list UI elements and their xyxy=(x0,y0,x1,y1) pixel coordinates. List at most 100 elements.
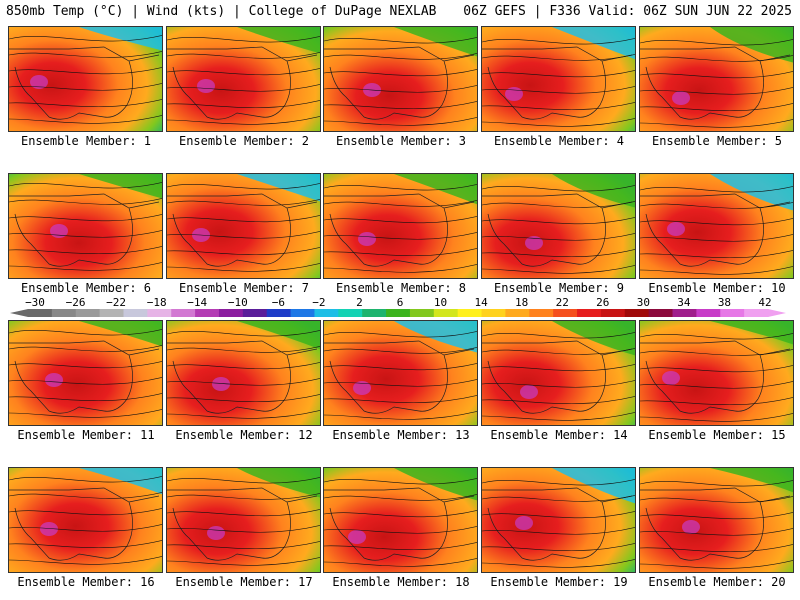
height-contour xyxy=(167,116,320,125)
colorbar-swatch xyxy=(481,309,506,317)
height-contour xyxy=(167,263,320,272)
colorbar-tick-label: −6 xyxy=(271,296,285,309)
height-contour xyxy=(482,102,635,111)
height-contour xyxy=(9,35,162,42)
height-contour xyxy=(482,86,635,94)
height-contour xyxy=(9,476,162,483)
coastline-borders xyxy=(9,193,160,267)
ensemble-map-panel xyxy=(639,26,794,132)
temperature-colorbar xyxy=(10,309,786,317)
coastline-borders xyxy=(167,487,318,561)
colorbar-swatch xyxy=(314,309,339,317)
coastline-borders xyxy=(167,340,318,414)
height-contour xyxy=(167,493,320,500)
map-title: 850mb Temp (°C) | Wind (kts) | College o… xyxy=(6,4,437,19)
height-contour xyxy=(640,496,793,503)
colorbar-swatch xyxy=(28,309,53,317)
height-contour xyxy=(9,409,162,418)
height-contour xyxy=(324,347,477,354)
hot-core-region xyxy=(353,381,371,395)
colorbar-swatch xyxy=(123,309,148,317)
ensemble-member-label: Ensemble Member: 16 xyxy=(17,575,155,589)
ensemble-member-label: Ensemble Member: 12 xyxy=(175,428,313,442)
cool-air-region xyxy=(552,27,635,60)
height-contour xyxy=(640,480,793,487)
ensemble-map-panel xyxy=(8,173,163,279)
hot-core-region xyxy=(682,520,700,534)
colorbar-swatch xyxy=(600,309,626,317)
colorbar-swatch xyxy=(696,309,721,317)
cool-air-region xyxy=(394,468,477,501)
height-contour xyxy=(640,381,793,389)
height-contour xyxy=(640,103,793,112)
cool-air-region xyxy=(552,321,635,356)
ensemble-member-label: Ensemble Member: 1 xyxy=(20,134,152,148)
height-contour xyxy=(324,363,477,371)
height-contour xyxy=(167,394,320,403)
colorbar-swatch xyxy=(51,309,77,317)
height-contour xyxy=(9,262,162,271)
height-contour xyxy=(167,100,320,109)
coastline-borders xyxy=(640,487,791,561)
colorbar-low-arrow xyxy=(10,309,28,317)
ensemble-member-label: Ensemble Member: 20 xyxy=(648,575,786,589)
height-contour xyxy=(9,99,162,108)
colorbar-tick-label: 2 xyxy=(356,296,363,309)
coastline-borders xyxy=(167,46,318,120)
colorbar-swatch xyxy=(338,309,363,317)
colorbar-swatch xyxy=(553,309,578,317)
height-contour xyxy=(640,202,793,209)
height-contour xyxy=(167,525,320,533)
height-contour xyxy=(640,528,793,536)
height-contour xyxy=(640,333,793,340)
height-contour xyxy=(9,361,162,369)
colorbar-swatch xyxy=(529,309,554,317)
height-contour xyxy=(324,558,477,567)
height-contour xyxy=(482,118,635,127)
hot-core-region xyxy=(358,232,376,246)
height-contour xyxy=(9,67,162,75)
height-contour xyxy=(640,186,793,193)
ensemble-member-label: Ensemble Member: 11 xyxy=(17,428,155,442)
ensemble-member-label: Ensemble Member: 18 xyxy=(332,575,470,589)
colorbar-swatch xyxy=(362,309,387,317)
height-contour xyxy=(167,346,320,353)
colorbar-swatch xyxy=(577,309,602,317)
ensemble-map-panel xyxy=(481,26,636,132)
cool-air-region xyxy=(237,27,320,54)
coastline-borders xyxy=(482,340,633,414)
ensemble-map-panel xyxy=(481,320,636,426)
height-contour xyxy=(640,349,793,356)
height-contour xyxy=(324,101,477,110)
height-contour xyxy=(324,395,477,404)
temperature-field xyxy=(9,321,162,425)
height-contour xyxy=(640,544,793,553)
temperature-field xyxy=(640,468,793,572)
colorbar-swatch xyxy=(672,309,697,317)
coastline-borders xyxy=(640,193,791,267)
height-contour xyxy=(324,494,477,501)
height-contour xyxy=(324,69,477,77)
coastline-borders xyxy=(324,193,475,267)
height-contour xyxy=(324,510,477,518)
height-contour xyxy=(324,85,477,93)
height-contour xyxy=(482,479,635,486)
colorbar-tick-label: 22 xyxy=(555,296,569,309)
height-contour xyxy=(167,215,320,223)
height-contour xyxy=(9,198,162,205)
height-contour xyxy=(482,511,635,519)
height-contour xyxy=(482,559,635,568)
temperature-field xyxy=(9,174,162,278)
temperature-field xyxy=(9,468,162,572)
ensemble-map-panel xyxy=(639,320,794,426)
height-contour xyxy=(167,52,320,59)
coastline-borders xyxy=(482,193,633,267)
height-contour xyxy=(9,51,162,58)
cool-air-region xyxy=(710,468,793,493)
cool-air-region xyxy=(237,174,320,202)
height-contour xyxy=(324,232,477,240)
cool-air-region xyxy=(79,27,162,51)
height-contour xyxy=(482,396,635,405)
height-contour xyxy=(9,492,162,499)
ensemble-member-label: Ensemble Member: 15 xyxy=(648,428,786,442)
